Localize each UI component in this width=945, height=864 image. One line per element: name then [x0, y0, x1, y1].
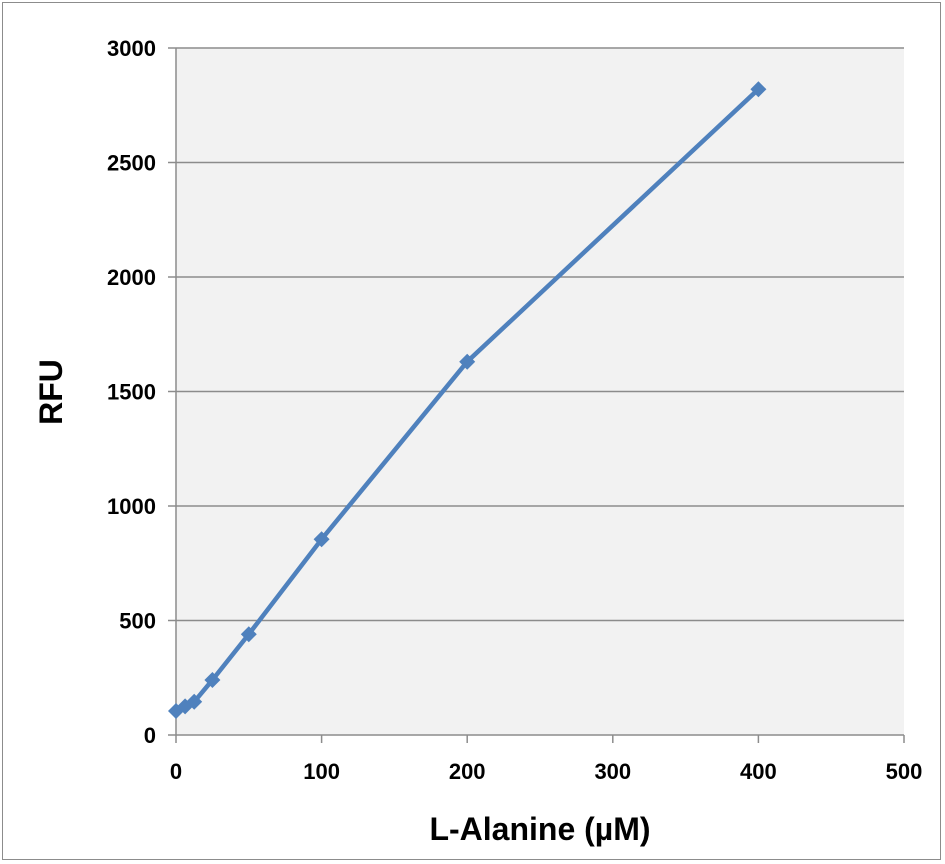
data-point-marker — [750, 81, 767, 98]
x-axis-title: L-Alanine (µM) — [429, 811, 650, 847]
y-axis-title: RFU — [33, 359, 69, 425]
y-tick-label: 2000 — [107, 265, 156, 290]
y-tick-label: 0 — [144, 723, 156, 748]
x-tick-label: 200 — [449, 759, 486, 784]
y-tick-label: 1500 — [107, 380, 156, 405]
x-tick-label: 300 — [594, 759, 631, 784]
x-tick-label: 100 — [303, 759, 340, 784]
y-tick-label: 1000 — [107, 494, 156, 519]
gridlines — [176, 47, 904, 622]
y-tick-label: 3000 — [107, 36, 156, 61]
data-point-marker — [459, 353, 476, 370]
data-point-marker — [204, 672, 221, 689]
x-tick-label: 0 — [170, 759, 182, 784]
axis-ticks: 0 500 1000 1500 2000 2500 3000 0 100 200 300 400 500 — [107, 36, 922, 784]
data-point-marker — [186, 693, 203, 710]
y-tick-label: 2500 — [107, 151, 156, 176]
x-tick-label: 400 — [740, 759, 777, 784]
data-point-marker — [313, 531, 330, 548]
series-layer — [168, 81, 767, 719]
y-tick-label: 500 — [119, 609, 156, 634]
data-point-marker — [240, 626, 257, 643]
x-tick-label: 500 — [886, 759, 923, 784]
